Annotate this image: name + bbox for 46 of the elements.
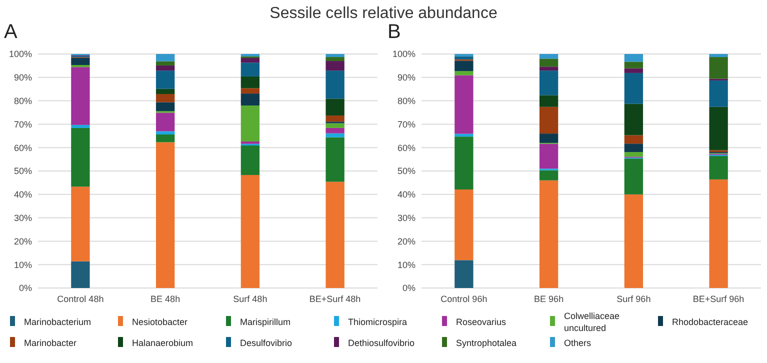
legend-label: Marispirillum [240,317,291,327]
legend-label: Syntrophotalea [456,338,517,348]
y-tick-label: 50% [14,166,32,176]
y-tick-label: 40% [397,190,416,200]
y-tick-label: 80% [397,96,416,106]
chart-subtitle: B [388,21,401,43]
legend-label: Others [564,338,592,348]
x-tick-label: Control 96h [440,294,488,304]
x-tick-label: BE 96h [534,294,564,304]
x-tick-label: BE 48h [150,294,180,304]
y-tick-label: 10% [14,260,32,270]
legend-label: Marinobacterium [24,317,92,327]
y-tick-label: 70% [14,119,32,130]
legend-label: Rhodobacteraceae [672,317,748,327]
y-tick-label: 100% [8,49,32,60]
x-tick-label: BE+Surf 96h [692,294,744,304]
y-tick-label: 60% [397,142,416,153]
x-tick-label: Control 48h [57,294,104,304]
y-tick-label: 20% [397,236,416,246]
legend-label: Dethiosulfovibrio [348,338,415,348]
chart-title: Sessile cells relative abundance [270,5,498,22]
y-tick-label: 30% [14,212,32,223]
y-tick-label: 40% [14,190,32,200]
legend-label: Marinobacter [24,338,77,348]
x-tick-label: Surf 96h [616,294,651,304]
x-tick-label: Surf 48h [233,294,268,304]
legend-label: Roseovarius [456,317,507,327]
y-tick-label: 100% [392,49,416,60]
y-tick-label: 90% [14,72,32,83]
legend-label: Desulfovibrio [240,338,292,348]
y-tick-label: 20% [14,236,32,246]
y-tick-label: 90% [397,72,416,83]
legend-label: Colwelliaceae uncultured [564,311,620,333]
legend-label: Halanaerobium [132,338,194,348]
y-tick-label: 60% [14,142,32,153]
y-tick-label: 10% [397,260,416,270]
y-tick-label: 0% [402,283,416,294]
y-tick-label: 50% [397,166,416,176]
y-tick-label: 0% [18,283,32,294]
y-tick-label: 80% [14,96,32,106]
legend-label: Nesiotobacter [132,317,188,327]
x-tick-label: BE+Surf 48h [309,294,361,304]
y-tick-label: 30% [397,212,416,223]
chart-subtitle: A [4,21,18,43]
y-tick-label: 70% [397,119,416,130]
legend-label: Thiomicrospira [348,317,408,327]
